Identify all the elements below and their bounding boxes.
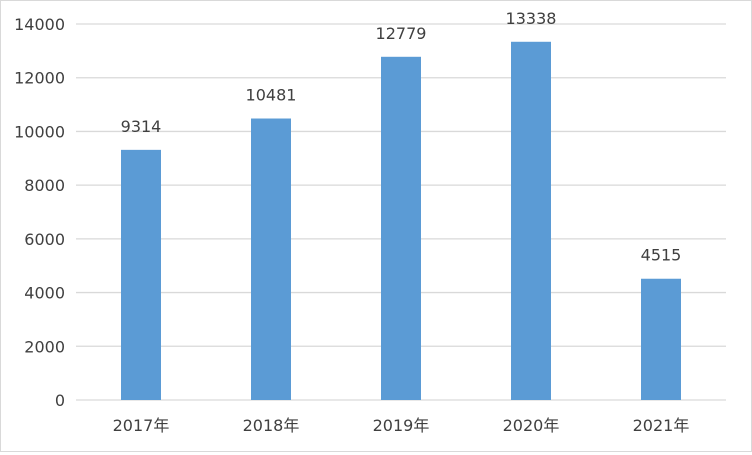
- x-tick-label: 2018年: [243, 416, 300, 435]
- x-axis-ticks: 2017年 2018年 2019年 2020年 2021年: [113, 416, 690, 435]
- x-tick-label: 2020年: [503, 416, 560, 435]
- data-labels: 9314 10481 12779 13338 4515: [121, 9, 682, 265]
- data-label: 4515: [641, 246, 682, 265]
- bar: [121, 149, 161, 400]
- data-label: 12779: [376, 24, 427, 43]
- x-tick-label: 2019年: [373, 416, 430, 435]
- bar: [641, 278, 681, 400]
- y-tick-label: 10000: [14, 122, 65, 141]
- data-label: 10481: [246, 86, 297, 105]
- y-tick-label: 14000: [14, 15, 65, 34]
- y-axis-ticks: 0 2000 4000 6000 8000 10000 12000 14000: [14, 15, 65, 410]
- y-tick-label: 6000: [24, 230, 65, 249]
- y-tick-label: 12000: [14, 69, 65, 88]
- x-tick-label: 2021年: [633, 416, 690, 435]
- y-tick-label: 8000: [24, 176, 65, 195]
- data-label: 13338: [506, 9, 557, 28]
- y-tick-label: 0: [55, 391, 65, 410]
- y-tick-label: 4000: [24, 284, 65, 303]
- y-tick-label: 2000: [24, 337, 65, 356]
- data-label: 9314: [121, 117, 162, 136]
- x-tick-label: 2017年: [113, 416, 170, 435]
- bar: [251, 118, 291, 400]
- bar: [511, 41, 551, 401]
- bar: [381, 56, 421, 400]
- bars: [121, 41, 681, 401]
